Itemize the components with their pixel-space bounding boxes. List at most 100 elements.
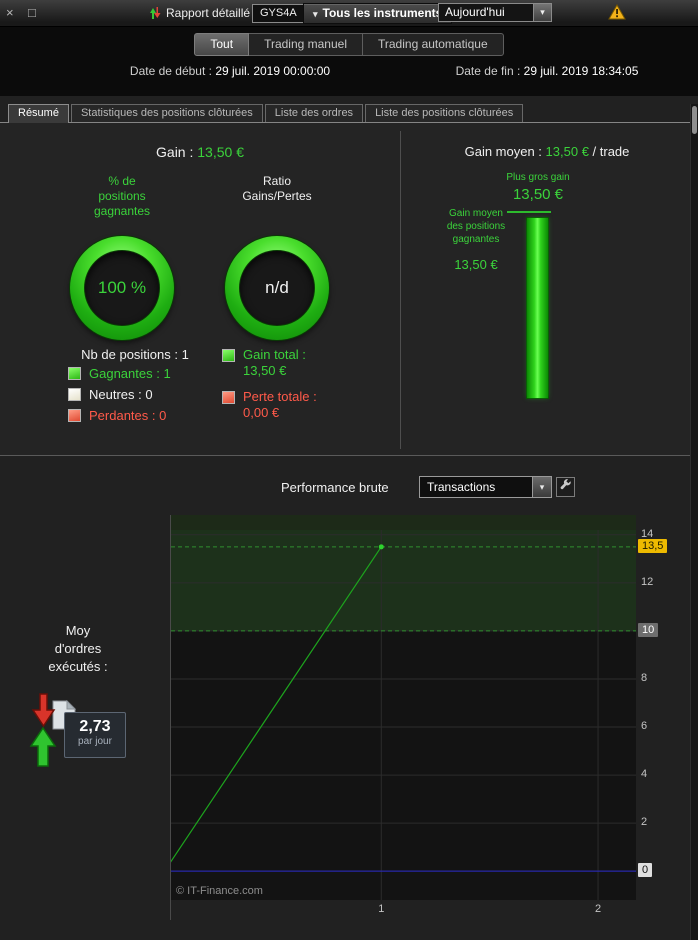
gain-title: Gain : 13,50 € — [0, 144, 400, 160]
legend-perdantes: Perdantes : 0 — [68, 408, 166, 423]
instrument-button[interactable]: GYS4A — [252, 4, 305, 23]
gain-moyen-gagnantes-value: 13,50 € — [454, 257, 498, 272]
arrow-up-icon — [28, 726, 58, 773]
period-value: Aujourd'hui — [438, 3, 533, 22]
avg-orders-label: Moy d'ordres exécutés : — [48, 623, 108, 674]
maximize-icon[interactable]: □ — [28, 5, 36, 20]
chart-header: Horizontal: Transactions, Vertical: Devi… — [171, 515, 636, 530]
y-tick-highlight: 10 — [638, 622, 659, 637]
warning-icon[interactable] — [608, 3, 626, 25]
period-dropdown[interactable]: Aujourd'hui ▾ — [438, 3, 552, 22]
legend-gagnantes: Gagnantes : 1 — [68, 366, 171, 381]
nb-positions: Nb de positions : 1 — [81, 347, 189, 362]
chart-svg — [171, 530, 636, 900]
neutral-label: Neutres : 0 — [89, 387, 153, 402]
gain-moyen-value: 13,50 € — [545, 144, 589, 159]
plus-gros-gain-value: 13,50 € — [512, 186, 564, 203]
chart-copyright: © IT-Finance.com — [176, 885, 263, 897]
close-icon[interactable]: × — [6, 5, 14, 20]
bar-cap-marker — [507, 211, 551, 213]
gain-moyen-title: Gain moyen : 13,50 € / trade — [402, 144, 692, 159]
x-tick-label: 2 — [595, 903, 602, 915]
gain-moyen-label: Gain moyen : — [464, 144, 546, 159]
y-tick-highlight: 0 — [638, 863, 653, 878]
avg-orders-block: Moy d'ordres exécutés : 2,73 par jour — [20, 622, 136, 767]
y-axis: 2 4 6 8 12 14 13,5 10 0 — [638, 527, 698, 900]
mode-tab-tout[interactable]: Tout — [194, 33, 250, 56]
winpct-title: % de positions gagnantes — [93, 174, 151, 218]
scrollbar-thumb[interactable] — [692, 106, 697, 134]
arrow-down-icon — [30, 692, 57, 733]
ratio-donut: n/d — [225, 236, 329, 340]
neutral-swatch-icon — [68, 388, 81, 401]
date-start-label: Date de début : — [129, 64, 216, 78]
wrench-icon — [559, 478, 572, 496]
gain-moyen-suffix: / trade — [588, 144, 630, 159]
gain-value: 13,50 € — [197, 144, 244, 160]
loss-swatch-icon — [68, 409, 81, 422]
gain-total-swatch-icon — [222, 349, 235, 362]
mode-tab-trading-automatique[interactable]: Trading automatique — [362, 33, 504, 56]
mode-tab-group: Tout Trading manuel Trading automatique — [0, 33, 698, 56]
performance-chart: Horizontal: Transactions, Vertical: Devi… — [170, 515, 698, 920]
perte-totale-swatch-icon — [222, 391, 235, 404]
all-instruments-label: Tous les instruments — [322, 6, 443, 20]
winpct-donut: 100 % — [70, 236, 174, 340]
performance-dropdown-arrow[interactable]: ▾ — [532, 476, 552, 498]
date-end: Date de fin : 29 juil. 2019 18:34:05 — [396, 64, 698, 78]
y-tick-label: 2 — [641, 816, 648, 829]
x-tick-label: 1 — [378, 903, 385, 915]
dates-row: Date de début : 29 juil. 2019 00:00:00 D… — [0, 64, 698, 80]
date-end-label: Date de fin : — [455, 64, 524, 78]
tab-statistiques[interactable]: Statistiques des positions clôturées — [70, 104, 263, 122]
report-icon — [148, 6, 162, 25]
date-end-value: 29 juil. 2019 18:34:05 — [523, 64, 639, 78]
tab-liste-positions[interactable]: Liste des positions clôturées — [365, 104, 524, 122]
ratio-title: Ratio Gains/Pertes — [242, 174, 312, 203]
loss-label: Perdantes : 0 — [89, 408, 167, 423]
legend-gain-total: Gain total :13,50 € — [222, 347, 306, 379]
chevron-down-icon: ▾ — [313, 9, 318, 19]
summary-panel: Gain : 13,50 € % de positions gagnantes Ra… — [0, 123, 698, 456]
date-start: Date de début : 29 juil. 2019 00:00:00 — [0, 64, 460, 78]
perte-totale-text: Perte totale :0,00 € — [243, 389, 317, 420]
win-label: Gagnantes : 1 — [89, 366, 171, 381]
y-tick-label: 14 — [641, 527, 654, 540]
panel-divider — [400, 131, 401, 449]
performance-dropdown[interactable]: Transactions ▾ — [419, 476, 552, 498]
window-title: Rapport détaillé — [166, 6, 251, 20]
plus-gros-gain-label: Plus gros gain — [506, 172, 570, 183]
avg-orders-value-box: 2,73 par jour — [64, 712, 126, 758]
y-tick-label: 6 — [641, 720, 648, 732]
tab-resume[interactable]: Résumé — [8, 104, 69, 123]
ratio-value: n/d — [265, 278, 289, 297]
mode-tab-trading-manuel[interactable]: Trading manuel — [248, 33, 363, 56]
winpct-value: 100 % — [97, 278, 147, 297]
legend-neutres: Neutres : 0 — [68, 387, 153, 402]
y-tick-label: 8 — [641, 671, 648, 684]
all-instruments-button[interactable]: ▾ Tous les instruments — [303, 3, 453, 24]
gain-bar — [527, 218, 548, 398]
win-swatch-icon — [68, 367, 81, 380]
tab-strip: Résumé Statistiques des positions clôtur… — [0, 104, 690, 123]
period-dropdown-arrow[interactable]: ▾ — [533, 3, 552, 22]
y-tick-label: 4 — [641, 768, 648, 781]
chart-settings-button[interactable] — [556, 477, 575, 497]
performance-brute-label: Performance brute — [281, 480, 389, 495]
gain-total-text: Gain total :13,50 € — [243, 347, 306, 378]
tab-liste-ordres[interactable]: Liste des ordres — [264, 104, 364, 122]
date-start-value: 29 juil. 2019 00:00:00 — [215, 64, 331, 78]
avg-orders-unit: par jour — [78, 736, 112, 747]
vertical-scrollbar[interactable] — [690, 104, 698, 940]
y-tick-highlight: 13,5 — [638, 538, 668, 553]
legend-perte-totale: Perte totale :0,00 € — [222, 389, 317, 421]
avg-orders-value: 2,73 — [79, 718, 111, 735]
gain-moyen-gagnantes-label: Gain moyen des positions gagnantes — [446, 208, 506, 245]
performance-dropdown-value: Transactions — [419, 476, 532, 498]
titlebar: × □ Rapport détaillé GYS4A ▾ Tous les ins… — [0, 0, 698, 27]
chart-plot-area[interactable]: © IT-Finance.com — [171, 530, 636, 900]
gain-label: Gain : — [156, 144, 198, 160]
y-tick-label: 12 — [641, 575, 654, 588]
